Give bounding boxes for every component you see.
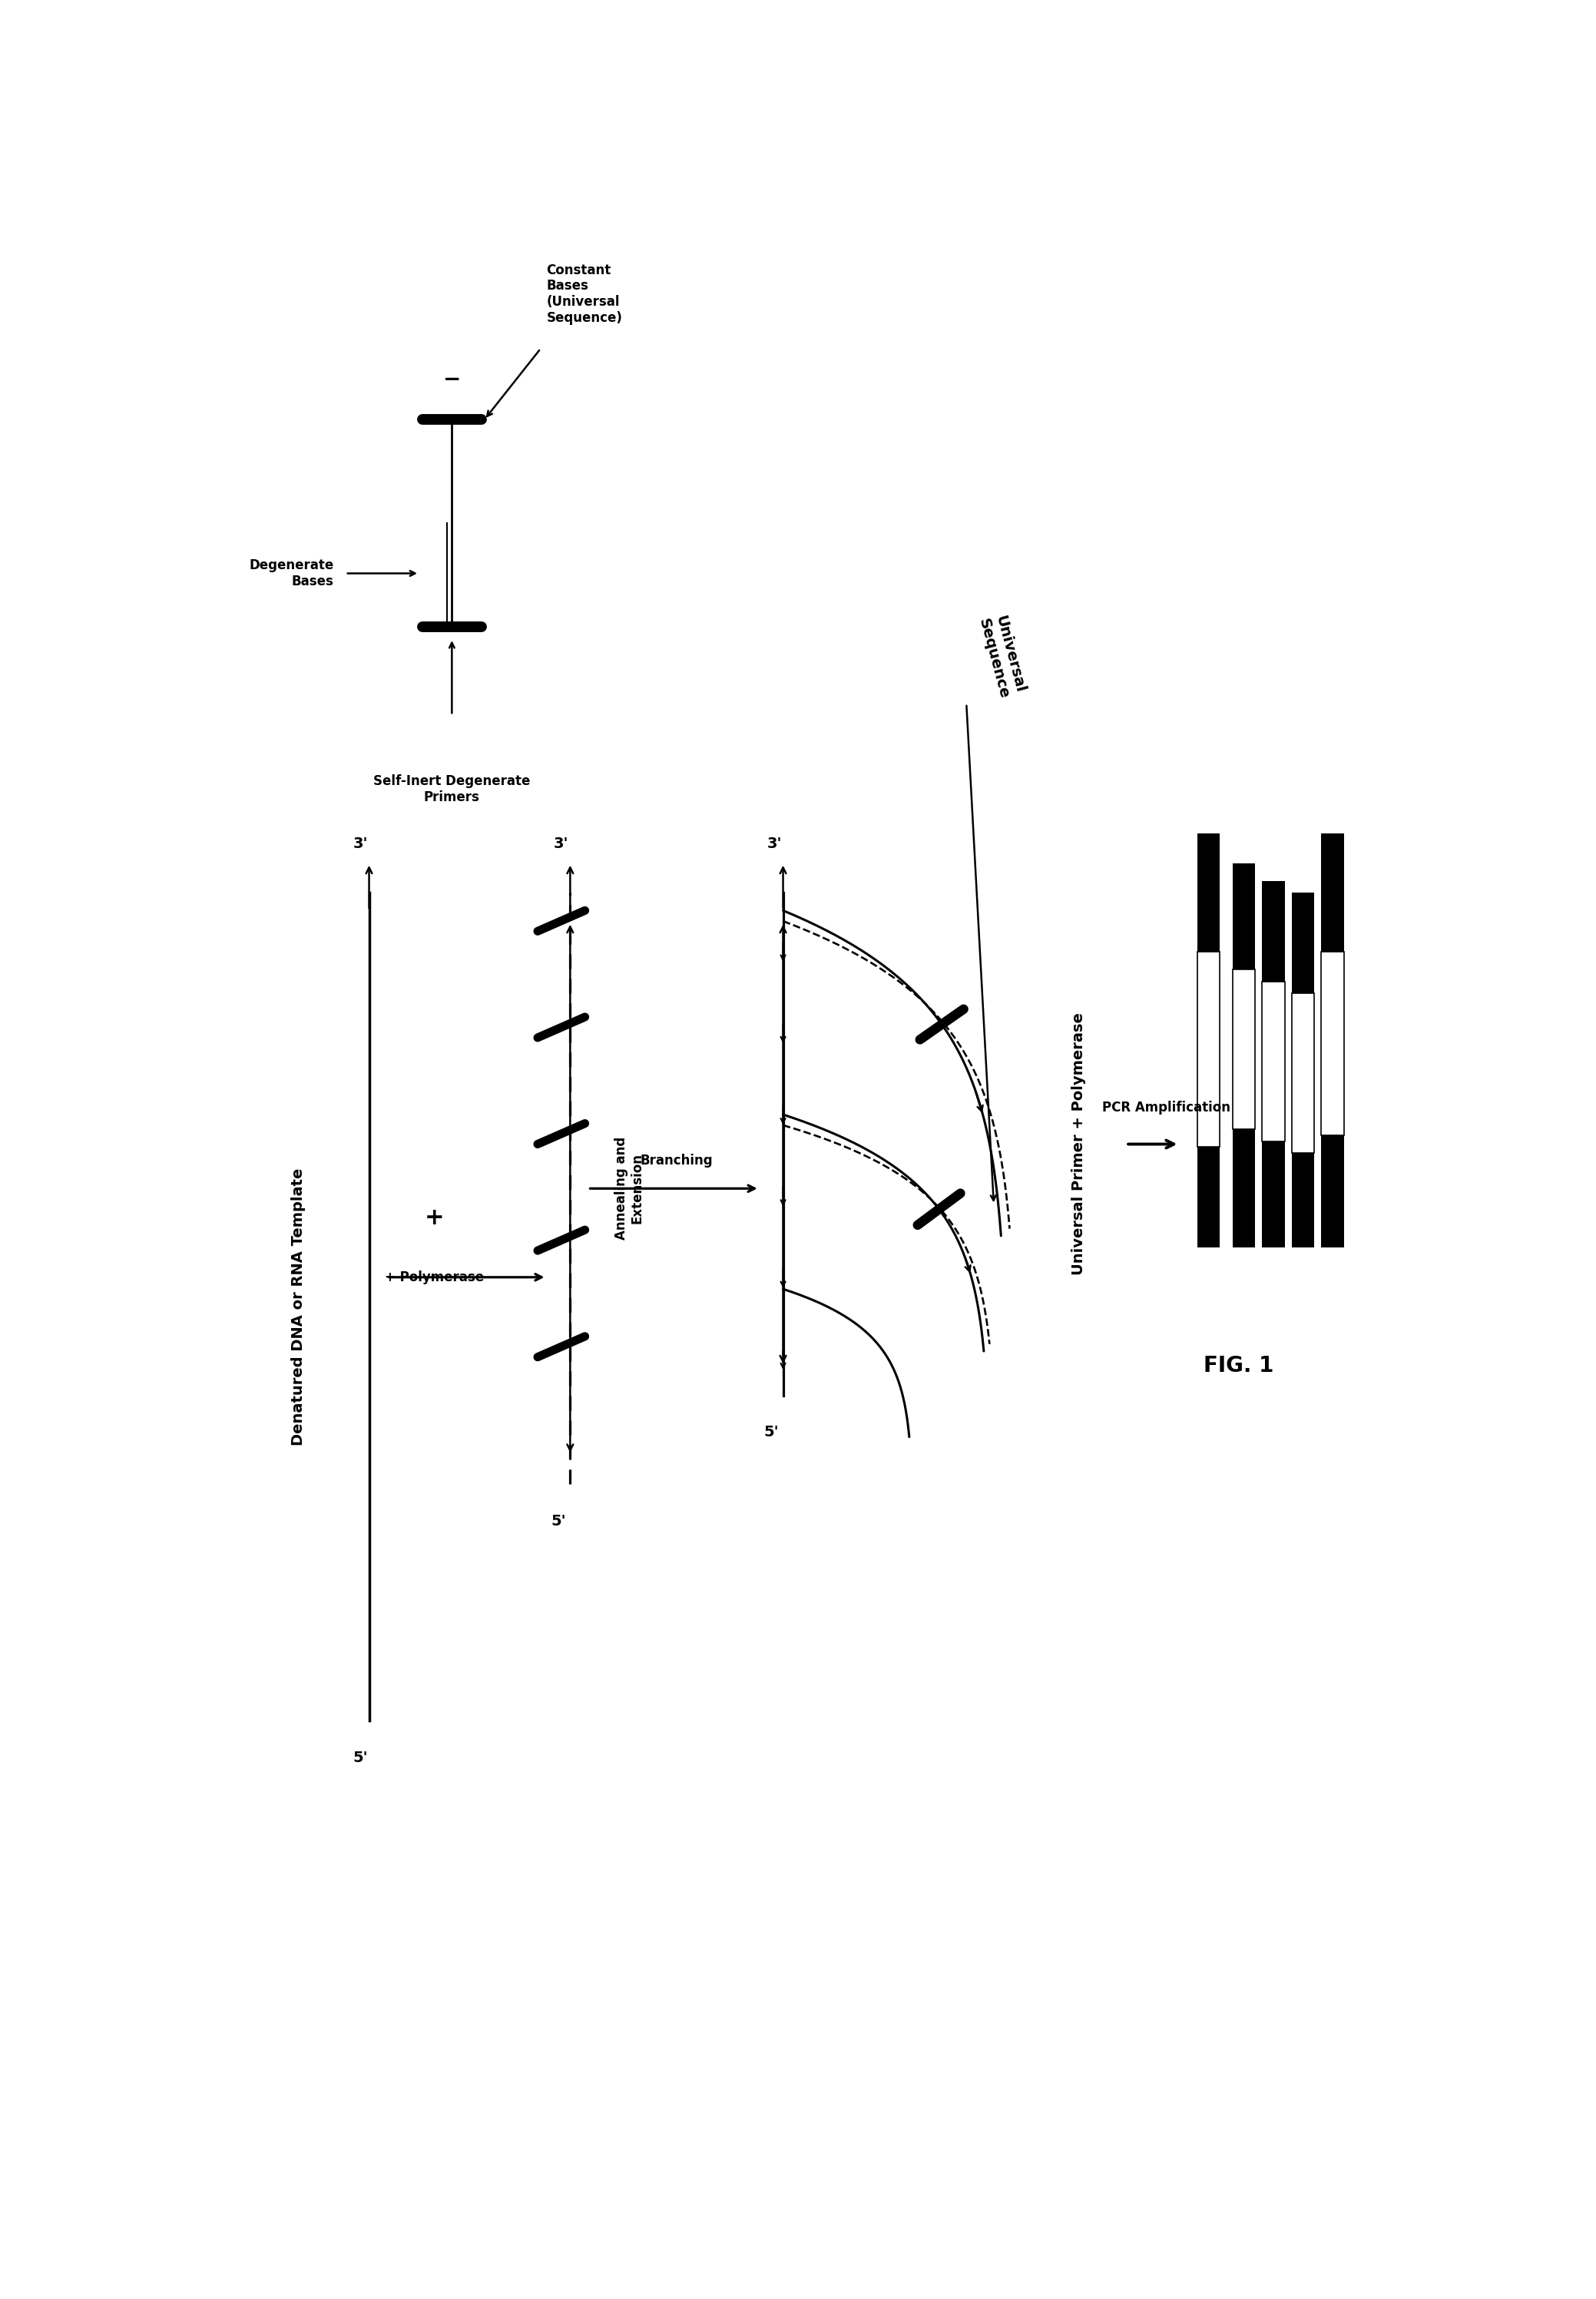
Bar bbox=[1291, 892, 1314, 993]
Text: 3': 3' bbox=[353, 837, 367, 851]
Bar bbox=[1262, 982, 1285, 1140]
Bar bbox=[1321, 952, 1344, 1136]
Text: Annealing and
Extension: Annealing and Extension bbox=[614, 1138, 645, 1239]
Bar bbox=[1262, 881, 1285, 982]
Bar bbox=[1197, 952, 1219, 1147]
Text: 3': 3' bbox=[766, 837, 782, 851]
Bar bbox=[1321, 835, 1344, 952]
Bar bbox=[1291, 1154, 1314, 1248]
Text: Denatured DNA or RNA Template: Denatured DNA or RNA Template bbox=[290, 1168, 305, 1446]
Text: Constant
Bases
(Universal
Sequence): Constant Bases (Universal Sequence) bbox=[546, 262, 622, 324]
Text: FIG. 1: FIG. 1 bbox=[1203, 1354, 1274, 1377]
Bar bbox=[1232, 862, 1254, 970]
Text: + Polymerase: + Polymerase bbox=[385, 1271, 484, 1285]
Text: −: − bbox=[444, 368, 461, 391]
Text: 5': 5' bbox=[764, 1425, 779, 1439]
Bar bbox=[1321, 1136, 1344, 1248]
Text: Universal
Sequence: Universal Sequence bbox=[977, 612, 1028, 701]
Bar bbox=[1232, 970, 1254, 1129]
Bar bbox=[1232, 1129, 1254, 1248]
Bar bbox=[1197, 835, 1219, 952]
Text: Self-Inert Degenerate
Primers: Self-Inert Degenerate Primers bbox=[373, 775, 530, 805]
Text: +: + bbox=[425, 1207, 444, 1230]
Bar bbox=[1262, 1140, 1285, 1248]
Text: PCR Amplification: PCR Amplification bbox=[1103, 1101, 1231, 1115]
Text: Branching: Branching bbox=[640, 1154, 713, 1168]
Text: Universal Primer + Polymerase: Universal Primer + Polymerase bbox=[1071, 1014, 1085, 1276]
Text: 3': 3' bbox=[554, 837, 568, 851]
Bar bbox=[1197, 1147, 1219, 1248]
Bar bbox=[1291, 993, 1314, 1154]
Text: Degenerate
Bases: Degenerate Bases bbox=[249, 559, 334, 589]
Text: 5': 5' bbox=[353, 1750, 367, 1766]
Text: 5': 5' bbox=[551, 1513, 567, 1529]
